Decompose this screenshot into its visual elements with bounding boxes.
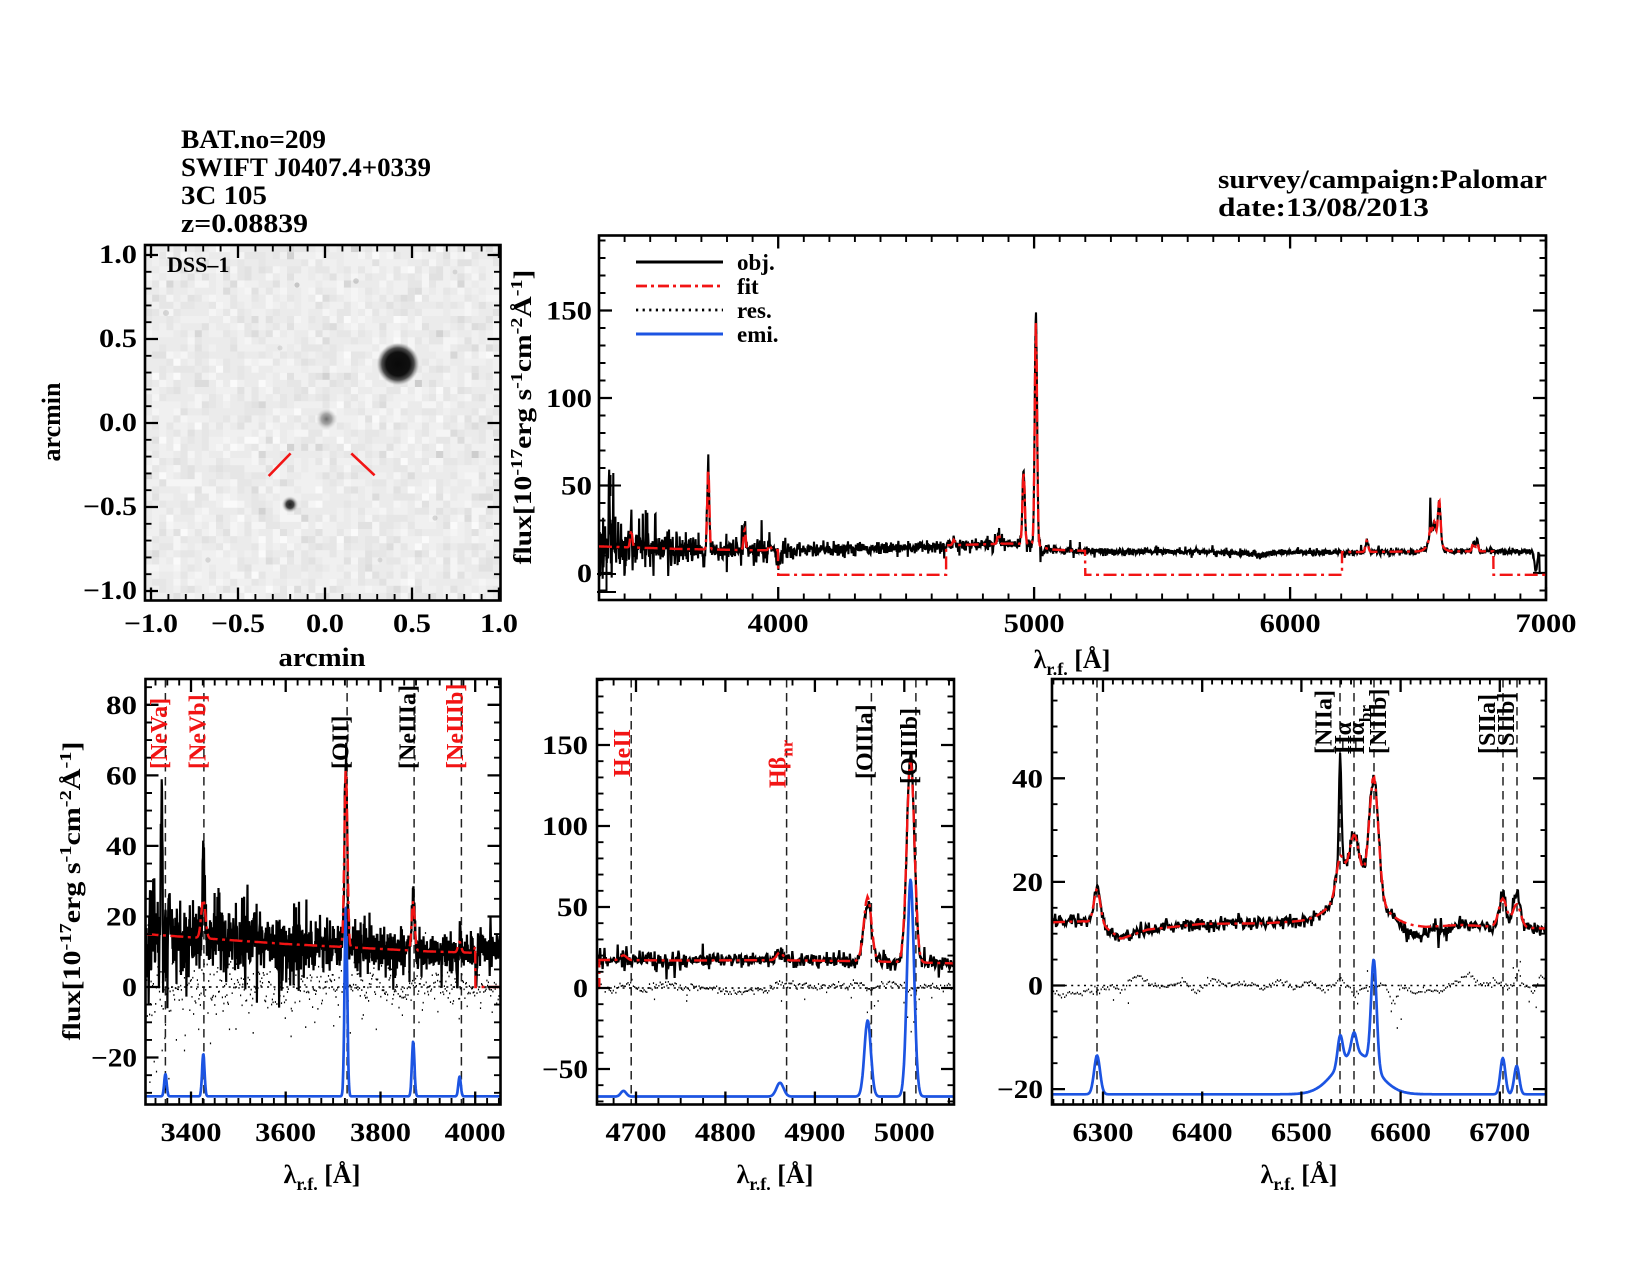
svg-text:λr.f. [Å]: λr.f. [Å] (284, 1160, 361, 1194)
svg-text:λr.f. [Å]: λr.f. [Å] (1034, 645, 1111, 679)
svg-text:Hα: Hα (1331, 721, 1357, 754)
svg-text:obj.: obj. (737, 250, 775, 275)
svg-text:50: 50 (561, 472, 592, 501)
svg-text:[NeVa]: [NeVa] (147, 698, 173, 769)
svg-text:emi.: emi. (737, 322, 779, 347)
svg-text:5000: 5000 (874, 1118, 935, 1147)
svg-text:res.: res. (737, 298, 772, 323)
svg-text:[SIIb]: [SIIb] (1494, 693, 1520, 754)
svg-text:arcmin: arcmin (37, 382, 66, 461)
svg-text:0.0: 0.0 (306, 609, 344, 638)
svg-text:0: 0 (122, 973, 137, 1002)
svg-text:flux[10-17erg s-1cm-2Å-1]: flux[10-17erg s-1cm-2Å-1] (57, 742, 86, 1041)
svg-text:0.5: 0.5 (393, 609, 431, 638)
svg-text:−1.0: −1.0 (124, 609, 178, 638)
svg-text:−0.5: −0.5 (211, 609, 265, 638)
svg-text:100: 100 (542, 812, 588, 841)
svg-text:fit: fit (737, 274, 759, 299)
svg-text:date:13/08/2013: date:13/08/2013 (1218, 193, 1429, 222)
svg-text:−1.0: −1.0 (83, 576, 137, 605)
svg-text:λr.f. [Å]: λr.f. [Å] (737, 1160, 814, 1194)
svg-text:z=0.08839: z=0.08839 (181, 209, 308, 238)
svg-text:7000: 7000 (1516, 609, 1577, 638)
svg-text:0.0: 0.0 (99, 408, 137, 437)
svg-text:BAT.no=209: BAT.no=209 (181, 125, 326, 154)
svg-text:3600: 3600 (255, 1118, 316, 1147)
svg-text:6600: 6600 (1370, 1118, 1431, 1147)
svg-text:[NeIIIa]: [NeIIIa] (396, 685, 422, 769)
svg-text:6500: 6500 (1271, 1118, 1332, 1147)
svg-text:SWIFT J0407.4+0339: SWIFT J0407.4+0339 (181, 153, 431, 182)
svg-text:flux[10-17erg s-1cm-2Å-1]: flux[10-17erg s-1cm-2Å-1] (507, 270, 536, 565)
svg-text:−0.5: −0.5 (83, 492, 137, 521)
svg-text:4700: 4700 (606, 1118, 667, 1147)
svg-text:6700: 6700 (1469, 1118, 1530, 1147)
svg-text:[SIIa]: [SIIa] (1475, 694, 1501, 754)
svg-text:4800: 4800 (695, 1118, 756, 1147)
svg-text:150: 150 (542, 731, 588, 760)
svg-text:4000: 4000 (748, 609, 809, 638)
svg-text:[NeVb]: [NeVb] (185, 694, 211, 769)
svg-text:[OIIIa]: [OIIIa] (853, 704, 879, 779)
svg-text:0: 0 (577, 559, 592, 588)
svg-text:survey/campaign:Palomar: survey/campaign:Palomar (1218, 165, 1547, 194)
svg-text:1.0: 1.0 (480, 609, 518, 638)
svg-text:[NeIIIb]: [NeIIIb] (443, 684, 469, 769)
svg-text:20: 20 (1012, 868, 1043, 897)
svg-text:20: 20 (106, 903, 137, 932)
svg-text:[NIIb]: [NIIb] (1366, 689, 1392, 754)
svg-text:60: 60 (106, 761, 137, 790)
svg-text:−50: −50 (542, 1055, 588, 1084)
svg-text:40: 40 (1012, 764, 1043, 793)
svg-text:40: 40 (106, 832, 137, 861)
svg-text:100: 100 (546, 384, 592, 413)
svg-text:6300: 6300 (1073, 1118, 1134, 1147)
svg-text:DSS–1: DSS–1 (167, 252, 229, 277)
svg-text:3C 105: 3C 105 (181, 181, 267, 210)
svg-text:λr.f. [Å]: λr.f. [Å] (1261, 1160, 1338, 1194)
svg-text:150: 150 (546, 297, 592, 326)
svg-text:4900: 4900 (784, 1118, 845, 1147)
svg-text:6000: 6000 (1260, 609, 1321, 638)
svg-text:[OII]: [OII] (329, 716, 355, 769)
svg-text:−20: −20 (997, 1075, 1043, 1104)
svg-text:HeII: HeII (610, 729, 636, 777)
svg-text:−20: −20 (91, 1044, 137, 1073)
svg-text:5000: 5000 (1004, 609, 1065, 638)
svg-text:3400: 3400 (161, 1118, 222, 1147)
svg-text:1.0: 1.0 (99, 240, 137, 269)
svg-text:4000: 4000 (445, 1118, 506, 1147)
svg-text:50: 50 (557, 893, 588, 922)
svg-text:0.5: 0.5 (99, 324, 137, 353)
svg-text:[NIIa]: [NIIa] (1312, 690, 1338, 754)
svg-text:80: 80 (106, 691, 137, 720)
svg-text:6400: 6400 (1172, 1118, 1233, 1147)
svg-text:arcmin: arcmin (279, 643, 367, 672)
svg-text:0: 0 (1028, 972, 1043, 1001)
svg-text:[OIIIb]: [OIIIb] (897, 708, 923, 784)
svg-text:3800: 3800 (350, 1118, 411, 1147)
svg-text:0: 0 (573, 974, 588, 1003)
